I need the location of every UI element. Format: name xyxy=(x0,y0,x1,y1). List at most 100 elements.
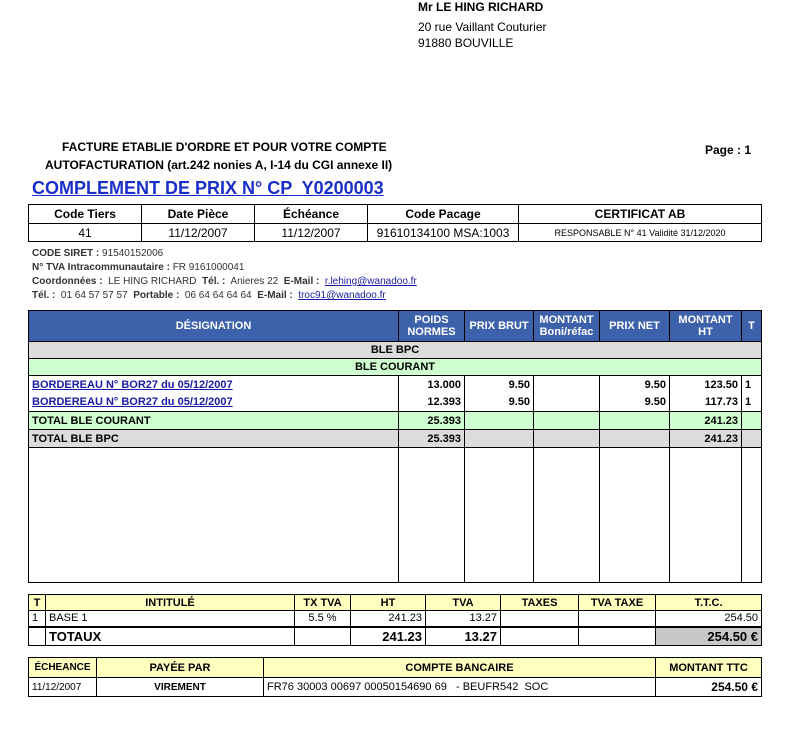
table-cell: PRIX BRUT xyxy=(464,310,534,342)
table-row: TOTAUX 241.23 13.27 254.50 € xyxy=(28,626,762,646)
text: T INTITULÉ TX TVA HT TVA TAXES TVA TAXE T.T.C. … xyxy=(28,594,762,646)
table-cell: 9.50 xyxy=(599,375,670,394)
table-cell xyxy=(294,626,351,646)
document-title[interactable]: COMPLEMENT DE PRIX N° CP Y0200003 xyxy=(32,178,384,198)
table-cell: 254.50 xyxy=(655,610,762,627)
table-row: T INTITULÉ TX TVA HT TVA TAXES TVA TAXE T.T.C. xyxy=(28,594,762,611)
table-cell: RESPONSABLE N° 41 Validité 31/12/2020 xyxy=(518,223,762,242)
table-cell: T xyxy=(741,310,762,342)
table-cell xyxy=(533,429,600,448)
table-cell xyxy=(533,375,600,394)
table-row: DÉSIGNATION POIDS NORMES PRIX BRUT MONTANT … xyxy=(28,310,762,342)
table-cell xyxy=(741,447,762,583)
table-cell: 13.27 xyxy=(425,626,501,646)
table-cell: 12.393 xyxy=(398,393,465,412)
table-cell: 117.73 xyxy=(669,393,742,412)
table-cell: POIDS NORMES xyxy=(398,310,465,342)
table-cell: TOTAL BLE COURANT xyxy=(28,411,399,430)
text: ÉCHEANCE PAYÉE PAR COMPTE BANCAIRE MONTANT … xyxy=(28,657,762,697)
recipient-name: Mr LE HING RICHARD xyxy=(418,0,544,14)
table-cell: MONTANT TTC xyxy=(655,657,762,678)
text: 06 64 64 64 64 xyxy=(184,290,252,301)
address-line: 91880 BOUVILLE xyxy=(418,36,514,50)
tax-table: T INTITULÉ TX TVA HT TVA TAXES TVA TAXE T.T.C. … xyxy=(28,594,762,646)
table-cell: 1 xyxy=(28,610,46,627)
table-cell xyxy=(464,429,534,448)
table-cell: 11/12/2007 xyxy=(254,223,368,242)
table-cell: T.T.C. xyxy=(655,594,762,611)
text: N° TVA Intracommunautaire : xyxy=(32,262,170,273)
table-cell: 11/12/2007 xyxy=(141,223,255,242)
table-row: Code Tiers Date Pièce Échéance Code Pacage C… xyxy=(28,204,762,224)
table-cell: TAXES xyxy=(500,594,579,611)
table-row: TOTAL BLE COURANT 25.393 241.23 xyxy=(28,411,762,430)
table-cell: TOTAL BLE BPC xyxy=(28,429,399,448)
link[interactable]: BORDEREAU N° BOR27 du 05/12/2007 xyxy=(32,378,233,391)
payment-table: ÉCHEANCE PAYÉE PAR COMPTE BANCAIRE MONTANT … xyxy=(28,657,762,697)
table-cell: 241.23 xyxy=(669,411,742,430)
table-row xyxy=(28,447,762,583)
details-line: Tél. : 01 64 57 57 57 Portable : 06 64 6… xyxy=(32,290,386,301)
table-cell xyxy=(741,429,762,448)
table-cell xyxy=(741,411,762,430)
text: 01 64 57 57 57 xyxy=(60,290,128,301)
table-cell: Date Pièce xyxy=(141,204,255,224)
table-cell: Code Tiers xyxy=(28,204,142,224)
table-cell: TX TVA xyxy=(294,594,351,611)
table-cell: DÉSIGNATION xyxy=(28,310,399,342)
text: Coordonnées : xyxy=(32,276,103,287)
table-cell xyxy=(599,447,670,583)
table-cell: 9.50 xyxy=(464,375,534,394)
table-cell xyxy=(533,393,600,412)
table-cell: 241.23 xyxy=(350,626,426,646)
link[interactable]: r.lehing@wanadoo.fr xyxy=(324,276,417,287)
table-cell: 9.50 xyxy=(599,393,670,412)
table-cell: BLE COURANT xyxy=(28,358,762,376)
table-row: 11/12/2007 VIREMENT FR76 30003 00697 00050… xyxy=(28,677,762,697)
table-row: BLE BPC xyxy=(28,341,762,359)
text: 91540152006 xyxy=(102,248,164,259)
heading: AUTOFACTURATION (art.242 nonies A, I-14 … xyxy=(45,158,393,172)
table-cell: 241.23 xyxy=(669,429,742,448)
table-cell: PRIX NET xyxy=(599,310,670,342)
table-cell: TVA TAXE xyxy=(578,594,656,611)
table-cell xyxy=(398,447,465,583)
table-row: BORDEREAU N° BOR27 du 05/12/2007 13.000 9.… xyxy=(28,375,762,394)
table-row: 1 BASE 1 5.5 % 241.23 13.27 254.50 xyxy=(28,610,762,627)
text: FR 9161000041 xyxy=(172,262,245,273)
table-cell: COMPTE BANCAIRE xyxy=(263,657,656,678)
table-cell xyxy=(533,447,600,583)
text: LE HING RICHARD xyxy=(108,276,197,287)
table-cell xyxy=(578,610,656,627)
details-line: N° TVA Intracommunautaire : FR 916100004… xyxy=(32,262,244,273)
table-cell: 91610134100 MSA:1003 xyxy=(367,223,519,242)
table-row: BLE COURANT xyxy=(28,358,762,376)
table-cell: TVA xyxy=(425,594,501,611)
text: Code Tiers Date Pièce Échéance Code Pacage C… xyxy=(28,204,762,242)
table-cell: BASE 1 xyxy=(45,610,295,627)
link[interactable]: BORDEREAU N° BOR27 du 05/12/2007 xyxy=(32,396,233,409)
table-cell xyxy=(464,411,534,430)
link[interactable]: troc91@wanadoo.fr xyxy=(298,290,386,301)
details-line: Coordonnées : LE HING RICHARD Tél. : Ani… xyxy=(32,276,417,287)
table-cell: Échéance xyxy=(254,204,368,224)
table-cell: 25.393 xyxy=(398,411,465,430)
table-cell: BLE BPC xyxy=(28,341,762,359)
heading: FACTURE ETABLIE D'ORDRE ET POUR VOTRE CO… xyxy=(62,140,387,154)
table-row: ÉCHEANCE PAYÉE PAR COMPTE BANCAIRE MONTANT … xyxy=(28,657,762,678)
table-cell: 1 xyxy=(741,375,762,394)
lines-table: DÉSIGNATION POIDS NORMES PRIX BRUT MONTANT … xyxy=(28,310,762,583)
table-cell xyxy=(28,447,399,583)
table-cell: 41 xyxy=(28,223,142,242)
table-cell: PAYÉE PAR xyxy=(96,657,264,678)
table-cell xyxy=(464,447,534,583)
table-cell: ÉCHEANCE xyxy=(28,657,97,678)
table-cell xyxy=(578,626,656,646)
table-cell: 11/12/2007 xyxy=(28,677,97,697)
text: Portable : xyxy=(133,290,180,301)
table-cell xyxy=(533,411,600,430)
table-row: BORDEREAU N° BOR27 du 05/12/2007 12.393 9.… xyxy=(28,393,762,412)
text: Anieres 22 xyxy=(230,276,279,287)
table-row: TOTAL BLE BPC 25.393 241.23 xyxy=(28,429,762,448)
table-cell xyxy=(669,447,742,583)
